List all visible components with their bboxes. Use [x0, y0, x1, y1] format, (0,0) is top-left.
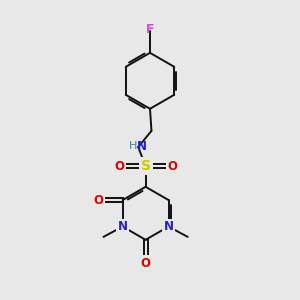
- Text: O: O: [93, 194, 103, 207]
- Text: S: S: [141, 159, 151, 173]
- Text: O: O: [141, 257, 151, 270]
- Text: N: N: [137, 140, 147, 153]
- Text: N: N: [118, 220, 128, 233]
- Text: O: O: [167, 160, 177, 173]
- Text: F: F: [146, 23, 154, 36]
- Text: N: N: [164, 220, 173, 233]
- Text: O: O: [114, 160, 124, 173]
- Text: H: H: [129, 141, 137, 151]
